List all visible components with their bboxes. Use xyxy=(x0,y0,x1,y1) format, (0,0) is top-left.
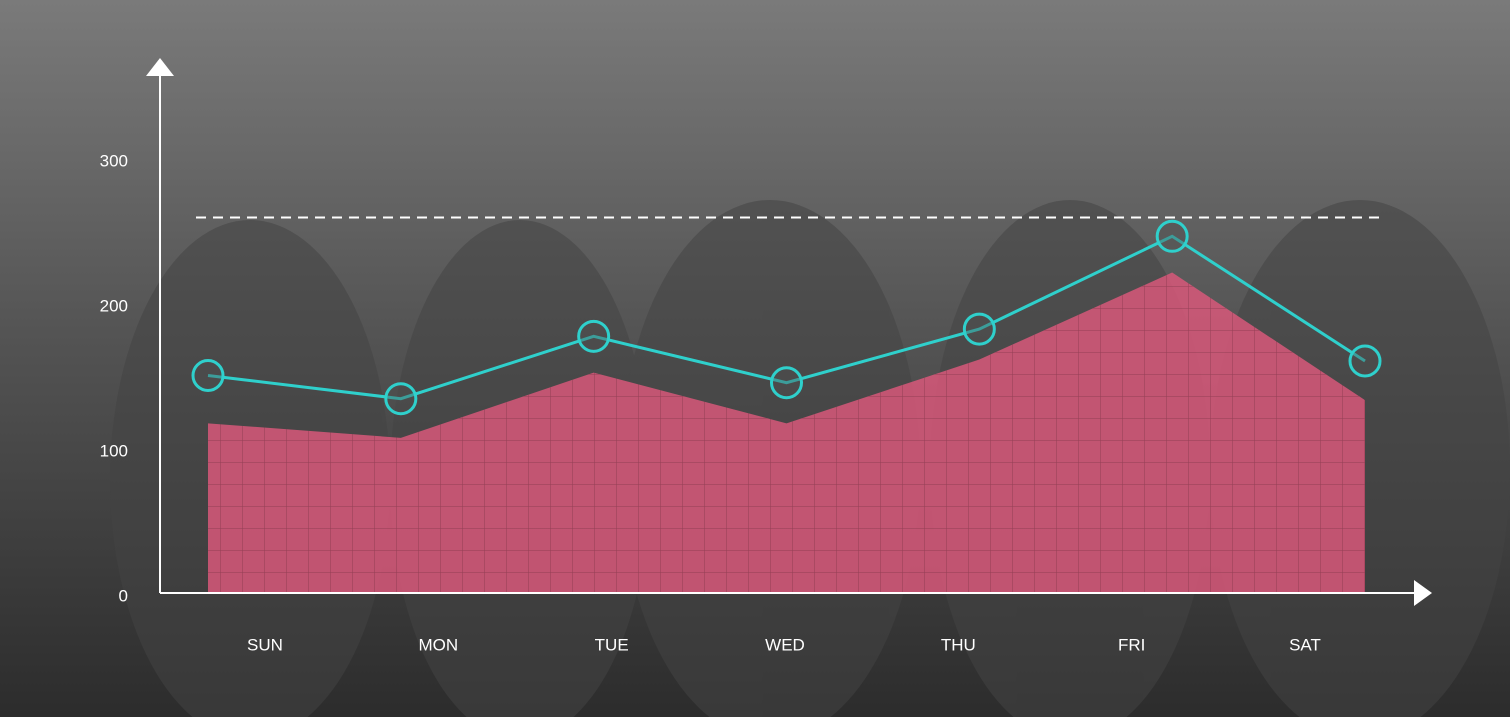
y-tick-label: 200 xyxy=(100,296,128,315)
y-tick-label: 0 xyxy=(119,586,128,605)
area-grid xyxy=(208,272,1365,593)
point xyxy=(1348,344,1382,378)
point xyxy=(962,312,996,346)
point xyxy=(770,366,803,400)
x-tick-label: SAT xyxy=(1289,635,1321,654)
point xyxy=(191,359,225,392)
x-tick-label: TUE xyxy=(595,635,629,654)
point xyxy=(384,382,418,416)
point xyxy=(577,319,611,353)
x-tick-label: THU xyxy=(941,635,976,654)
x-tick-label: SUN xyxy=(247,635,283,654)
y-tick-label: 300 xyxy=(100,151,128,170)
point xyxy=(1155,219,1189,253)
x-tick-label: FRI xyxy=(1118,635,1145,654)
y-tick-label: 100 xyxy=(100,441,128,460)
line xyxy=(207,234,1366,401)
x-tick-label: WED xyxy=(765,635,805,654)
y-axis-arrow xyxy=(146,58,174,76)
x-axis-arrow xyxy=(1414,580,1432,606)
x-tick-label: MON xyxy=(418,635,458,654)
